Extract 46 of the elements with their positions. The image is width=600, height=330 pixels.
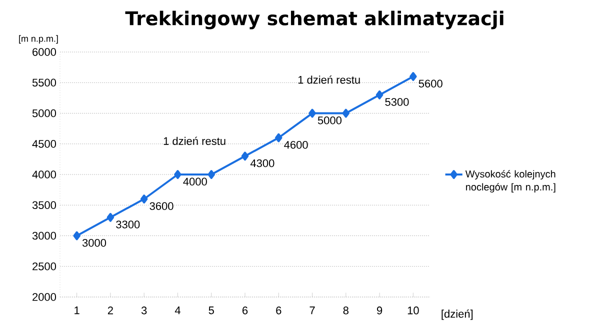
y-tick-label: 5000 <box>32 109 56 118</box>
chart-title: Trekkingowy schemat aklimatyzacji <box>125 10 504 30</box>
x-tick-label: 1 <box>74 306 80 314</box>
y-tick-label: 4000 <box>32 170 56 178</box>
data-label: 3600 <box>150 202 174 210</box>
x-tick-label: 7 <box>310 306 315 314</box>
point <box>410 72 417 82</box>
x-tick-label: 6 <box>242 306 248 314</box>
data-label: 4600 <box>284 140 308 149</box>
point <box>342 108 350 118</box>
x-tick-label: 5 <box>208 306 214 314</box>
data-label: 5300 <box>385 98 409 106</box>
data-label: 4000 <box>183 178 207 186</box>
x-tick-label: 6 <box>276 306 282 314</box>
point <box>241 152 249 161</box>
x-tick-label: 4 <box>174 306 180 314</box>
x-tick-label: 2 <box>108 306 113 314</box>
x-tick-label: 3 <box>141 306 147 314</box>
annotation: 1 dzień restu <box>164 136 226 145</box>
point <box>208 170 215 180</box>
x-tick-label: 10 <box>408 306 419 314</box>
data-label: 4300 <box>250 159 274 168</box>
point <box>174 170 182 180</box>
y-tick-label: 5500 <box>32 78 56 87</box>
point <box>376 90 384 100</box>
x-axis-title: [dzień] <box>442 310 473 320</box>
point <box>140 194 148 204</box>
data-label: 3300 <box>116 220 140 228</box>
y-tick-label: 3500 <box>32 201 56 210</box>
x-tick-label: 9 <box>377 306 382 314</box>
y-tick-label: 2500 <box>32 262 56 270</box>
y-tick-label: 2000 <box>32 293 56 301</box>
point <box>275 133 282 142</box>
data-label: 5600 <box>418 80 442 88</box>
y-tick-label: 3000 <box>32 232 56 240</box>
y-tick-label: 6000 <box>32 48 56 56</box>
point <box>73 231 80 240</box>
annotation: 1 dzień restu <box>298 76 360 84</box>
point <box>106 212 114 222</box>
x-tick-label: 8 <box>343 306 348 314</box>
y-tick-label: 4500 <box>32 140 56 148</box>
point <box>308 108 316 118</box>
data-label: 5000 <box>318 116 342 124</box>
y-axis-title: [m n.p.m.] <box>19 35 58 44</box>
data-label: 3000 <box>82 238 106 247</box>
legend-label: Wysokość kolejnych noclegów [m n.p.m.] <box>465 170 556 193</box>
